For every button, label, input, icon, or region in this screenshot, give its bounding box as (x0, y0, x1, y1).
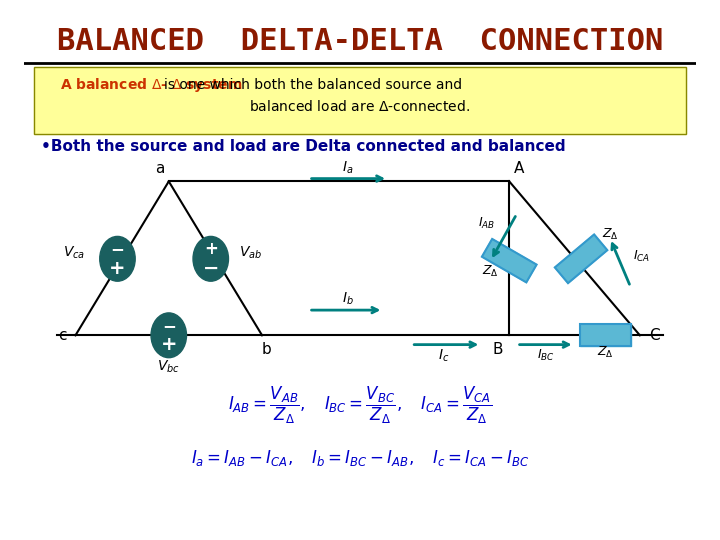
Text: +: + (109, 259, 126, 278)
Text: +: + (161, 335, 177, 354)
Text: $I_a = I_{AB} - I_{CA},$   $I_b = I_{BC} - I_{AB},$   $I_c = I_{CA} - I_{BC}$: $I_a = I_{AB} - I_{CA},$ $I_b = I_{BC} -… (191, 448, 529, 468)
Text: a: a (155, 161, 164, 176)
Bar (34, 66, 686, 134)
Text: A balanced $\Delta$- $\Delta$ system: A balanced $\Delta$- $\Delta$ system (60, 76, 242, 94)
Bar (580, 324, 631, 347)
Text: c: c (58, 328, 67, 343)
Polygon shape (482, 239, 536, 282)
Text: b: b (262, 342, 271, 357)
Ellipse shape (193, 237, 228, 281)
Bar (580, 324, 631, 347)
Text: $Z_\Delta$: $Z_\Delta$ (597, 345, 613, 360)
Text: $Z_\Delta$: $Z_\Delta$ (602, 227, 618, 242)
Text: is one which both the balanced source and: is one which both the balanced source an… (164, 78, 462, 92)
Text: C: C (649, 328, 660, 343)
Text: •Both the source and load are Delta connected and balanced: •Both the source and load are Delta conn… (41, 139, 566, 154)
Text: $I_c$: $I_c$ (438, 348, 449, 364)
Text: B: B (492, 342, 503, 357)
Text: $I_{AB}$: $I_{AB}$ (478, 216, 495, 231)
Text: $I_{BC}$: $I_{BC}$ (536, 348, 554, 363)
Text: −: − (162, 317, 176, 335)
Text: $I_a$: $I_a$ (342, 159, 354, 176)
Polygon shape (555, 234, 608, 283)
Ellipse shape (100, 237, 135, 281)
Text: $V_{ab}$: $V_{ab}$ (239, 245, 262, 261)
Text: $V_{ca}$: $V_{ca}$ (63, 245, 85, 261)
Text: balanced load are $\Delta$-connected.: balanced load are $\Delta$-connected. (249, 99, 471, 114)
Text: $I_b$: $I_b$ (342, 291, 354, 307)
Text: −: − (111, 240, 125, 259)
Text: BALANCED  DELTA-DELTA  CONNECTION: BALANCED DELTA-DELTA CONNECTION (57, 27, 663, 56)
Bar (34, 66, 686, 134)
Text: +: + (204, 240, 217, 259)
Text: $I_{AB} = \dfrac{V_{AB}}{Z_\Delta},$   $I_{BC} = \dfrac{V_{BC}}{Z_\Delta},$   $I: $I_{AB} = \dfrac{V_{AB}}{Z_\Delta},$ $I_… (228, 384, 492, 426)
Text: $I_{CA}$: $I_{CA}$ (633, 248, 650, 264)
Ellipse shape (151, 313, 186, 357)
Text: $Z_\Delta$: $Z_\Delta$ (482, 264, 499, 279)
Text: $V_{bc}$: $V_{bc}$ (158, 359, 180, 375)
Text: −: − (202, 259, 219, 278)
Text: A: A (513, 161, 523, 176)
